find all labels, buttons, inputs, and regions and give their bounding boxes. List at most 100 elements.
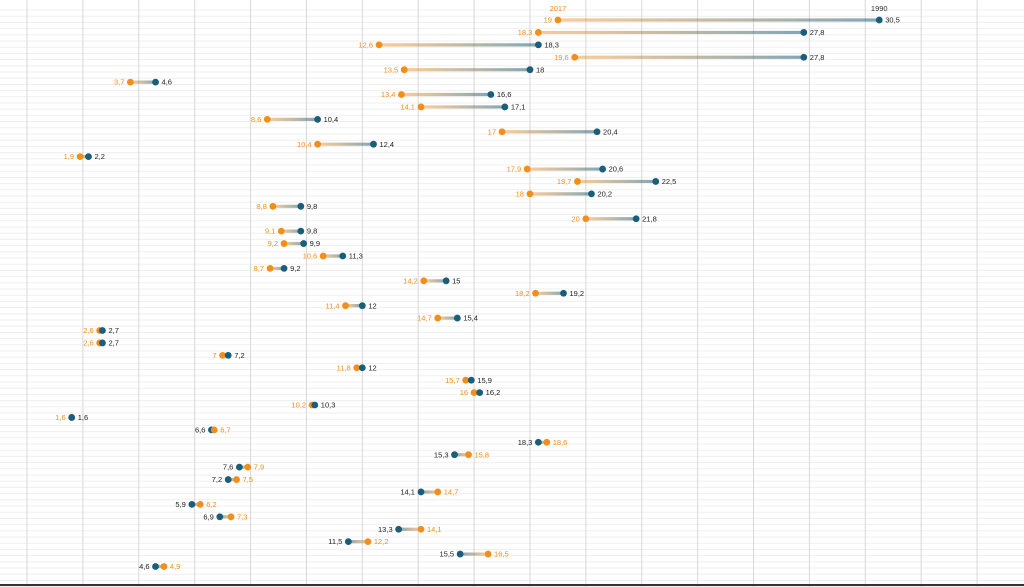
label-2017: 14,2: [403, 276, 418, 285]
label-2017: 14,7: [444, 488, 459, 497]
label-2017: 8,7: [254, 264, 264, 273]
label-2017: 6,2: [206, 500, 216, 509]
dot-2017: [398, 91, 405, 98]
label-2017: 8,8: [256, 202, 266, 211]
label-2017: 15,8: [474, 450, 489, 459]
dot-1990: [534, 41, 542, 49]
label-2017: 7,3: [237, 512, 247, 521]
dumbbell-row: 14,2 15: [403, 276, 460, 285]
label-1990: 4,6: [139, 562, 149, 571]
label-2017: 13,4: [381, 90, 396, 99]
label-1990: 12,4: [379, 140, 394, 149]
label-2017: 10,6: [303, 252, 318, 261]
dot-2017: [269, 202, 277, 210]
label-2017: 12,2: [374, 537, 389, 546]
dumbbell-row: 19 30,5: [544, 16, 900, 25]
dot-1990: [216, 513, 224, 521]
dot-1990: [224, 476, 232, 483]
label-1990: 9,8: [307, 227, 317, 236]
dot-2017: [470, 389, 478, 396]
dumbbell-row: 15,3 15,8: [434, 450, 489, 459]
dot-2017: [417, 525, 425, 533]
dot-2017: [160, 563, 168, 570]
label-2017: 15,7: [445, 376, 460, 385]
label-2017: 1,9: [64, 152, 74, 161]
dot-1990: [339, 252, 347, 260]
label-2017: 6,7: [220, 425, 230, 434]
label-2017: 14,1: [400, 103, 415, 112]
dumbbell-row: 5,9 6,2: [175, 500, 216, 509]
label-1990: 6,9: [203, 512, 213, 521]
label-2017: 10,4: [297, 140, 312, 149]
label-1990: 17,1: [511, 103, 526, 112]
dot-1990: [800, 29, 808, 36]
dot-1990: [85, 153, 92, 161]
dumbbell-row: 13,3 14,1: [378, 525, 442, 534]
dot-2017: [126, 78, 134, 86]
dot-1990: [344, 538, 352, 546]
dumbbell-rows: 19 30,5 18,3 27,8 12,6 18,3 19,6 27,8 13,5 18 3,7 4…: [55, 16, 900, 571]
dot-2017: [227, 513, 235, 521]
dot-1990: [152, 78, 159, 86]
dot-1990: [297, 202, 305, 210]
dot-2017: [571, 53, 579, 61]
label-2017: 12,6: [358, 40, 373, 49]
label-1990: 15,9: [477, 376, 492, 385]
label-2017: 2,6: [83, 339, 93, 348]
dot-1990: [442, 277, 450, 285]
dumbbell-row: 19,6 27,8: [554, 53, 824, 62]
label-2017: 14,7: [417, 314, 432, 323]
dumbbell-row: 11,5 12,2: [328, 537, 388, 546]
dumbbell-row: 18 20,2: [516, 189, 612, 198]
dot-2017: [484, 550, 492, 558]
dot-2017: [233, 476, 240, 483]
dumbbell-row: 6,9 7,3: [203, 512, 247, 521]
label-1990: 15,4: [463, 314, 478, 323]
label-2017: 2,6: [83, 326, 93, 335]
label-1990: 2,7: [108, 339, 118, 348]
dot-2017: [314, 140, 322, 148]
dumbbell-row: 2,6 2,7: [83, 339, 119, 348]
dot-2017: [465, 451, 472, 459]
label-1990: 12: [368, 301, 376, 310]
dumbbell-row: 20 21,8: [572, 214, 657, 223]
label-1990: 7,2: [212, 475, 222, 484]
label-2017: 13,5: [384, 65, 399, 74]
label-2017: 18,3: [518, 28, 533, 37]
dot-2017: [280, 240, 288, 247]
dot-1990: [370, 140, 377, 148]
dot-2017: [244, 463, 252, 471]
dot-1990: [467, 376, 475, 384]
label-1990: 18,3: [544, 40, 559, 49]
column-headers: 2017 1990: [550, 4, 888, 13]
dot-2017: [219, 351, 227, 359]
dot-1990: [588, 190, 595, 198]
label-1990: 2,2: [94, 152, 104, 161]
label-1990: 15,5: [440, 550, 455, 559]
dumbbell-row: 12,6 18,3: [358, 40, 558, 49]
label-2017: 9,2: [268, 239, 278, 248]
dot-2017: [342, 302, 349, 310]
label-1990: 9,8: [307, 202, 317, 211]
dot-2017: [434, 488, 442, 496]
dumbbell-row: 17 20,4: [488, 127, 618, 136]
label-1990: 15,3: [434, 450, 449, 459]
label-1990: 18: [536, 65, 544, 74]
dot-2017: [277, 227, 285, 235]
dumbbell-row: 13,5 18: [384, 65, 545, 74]
label-2017: 7,9: [254, 463, 264, 472]
label-1990: 20,2: [597, 189, 612, 198]
label-1990: 9,9: [310, 239, 320, 248]
label-1990: 7,6: [223, 463, 233, 472]
dumbbell-row: 13,4 16,6: [381, 90, 512, 99]
dumbbell-row: 18,3 27,8: [518, 28, 825, 37]
dot-1990: [453, 314, 461, 322]
dot-1990: [297, 227, 305, 235]
dot-2017: [364, 538, 372, 546]
label-2017: 11,4: [326, 301, 340, 310]
label-1990: 6,6: [195, 425, 205, 434]
dot-2017: [353, 364, 361, 372]
label-2017: 16: [460, 388, 468, 397]
